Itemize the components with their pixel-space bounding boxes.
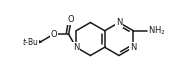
Text: N: N — [116, 18, 122, 27]
Text: $\mathit{t}$-Bu: $\mathit{t}$-Bu — [22, 36, 39, 47]
Text: N: N — [73, 43, 79, 52]
Text: O: O — [50, 30, 57, 39]
Text: N: N — [130, 43, 136, 52]
Text: O: O — [68, 15, 74, 24]
Text: NH$_2$: NH$_2$ — [148, 24, 166, 37]
